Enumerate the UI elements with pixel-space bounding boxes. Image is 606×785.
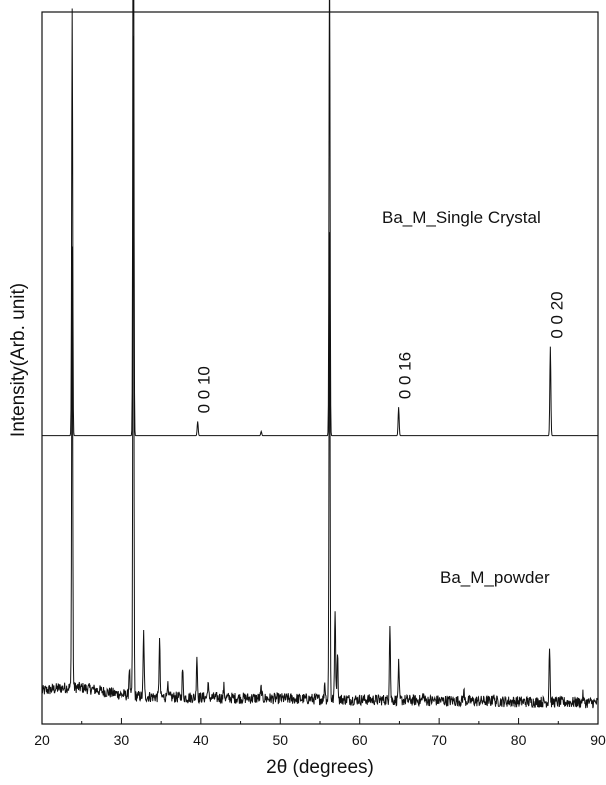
series-label-powder: Ba_M_powder	[440, 568, 550, 587]
y-axis-title: Intensity(Arb. unit)	[8, 283, 29, 437]
x-axis-ticks: 20 30 40 50 60 70 80 90	[34, 718, 606, 748]
x-tick-label: 80	[511, 732, 527, 748]
x-tick-label: 30	[114, 732, 130, 748]
peak-labels: 0 0 60 0 80 0 100 0 140 0 160 0 20	[69, 0, 566, 413]
x-tick-label: 60	[352, 732, 368, 748]
series-label-single-crystal: Ba_M_Single Crystal	[382, 208, 541, 227]
x-tick-label: 20	[34, 732, 50, 748]
plot-frame	[41, 11, 599, 725]
x-axis-title: 2θ (degrees)	[266, 757, 374, 778]
x-tick-label: 70	[431, 732, 447, 748]
x-tick-label: 90	[590, 732, 606, 748]
x-tick-label: 50	[272, 732, 288, 748]
series-line-0	[42, 0, 598, 437]
peak-label: 0 0 10	[195, 366, 214, 413]
x-tick-label: 40	[193, 732, 209, 748]
traces	[41, 0, 599, 709]
peak-label: 0 0 20	[547, 291, 566, 338]
series-line-1	[41, 35, 599, 709]
peak-label: 0 0 16	[396, 352, 415, 399]
